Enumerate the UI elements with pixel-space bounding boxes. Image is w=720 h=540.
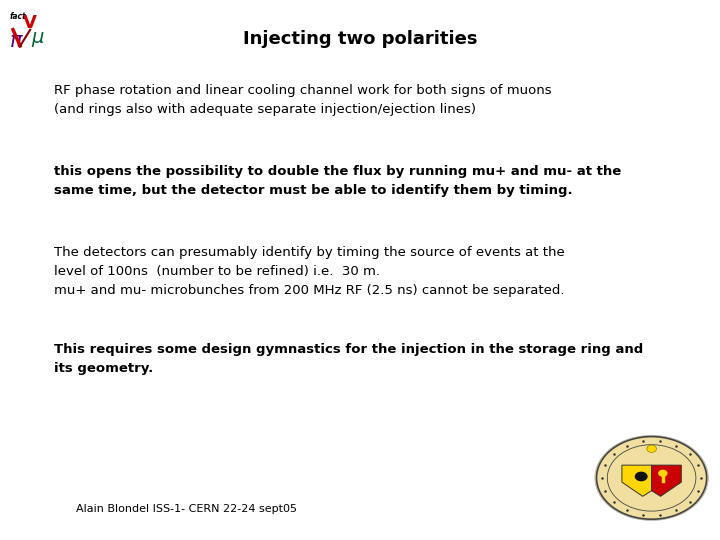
- Text: V: V: [23, 14, 37, 31]
- Text: fact: fact: [9, 12, 26, 21]
- Text: $\mu$: $\mu$: [31, 30, 45, 49]
- Text: Injecting two polarities: Injecting two polarities: [243, 30, 477, 48]
- Text: $\pi$: $\pi$: [9, 31, 24, 51]
- Circle shape: [647, 445, 657, 453]
- Circle shape: [635, 471, 648, 481]
- Circle shape: [595, 435, 708, 521]
- Polygon shape: [622, 465, 652, 496]
- Text: The detectors can presumably identify by timing the source of events at the
leve: The detectors can presumably identify by…: [54, 246, 564, 296]
- Text: RF phase rotation and linear cooling channel work for both signs of muons
(and r: RF phase rotation and linear cooling cha…: [54, 84, 552, 116]
- Text: this opens the possibility to double the flux by running mu+ and mu- at the
same: this opens the possibility to double the…: [54, 165, 621, 197]
- Text: Alain Blondel ISS-1- CERN 22-24 sept05: Alain Blondel ISS-1- CERN 22-24 sept05: [76, 504, 297, 514]
- Circle shape: [659, 470, 667, 476]
- Text: This requires some design gymnastics for the injection in the storage ring and
i: This requires some design gymnastics for…: [54, 343, 643, 375]
- Polygon shape: [652, 465, 681, 496]
